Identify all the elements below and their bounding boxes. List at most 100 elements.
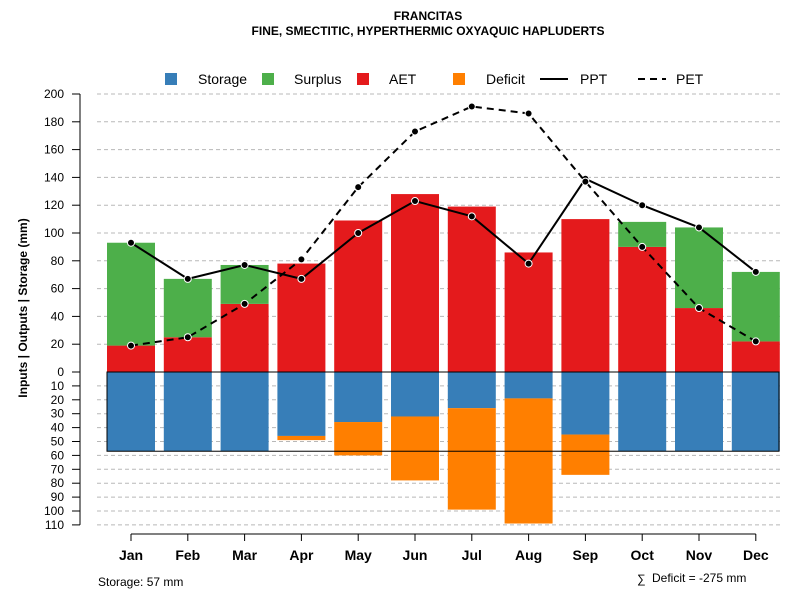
deficit-bar	[334, 422, 383, 456]
pet-point	[467, 102, 476, 111]
axes: 0204060801001201401601802001020304050607…	[44, 87, 769, 563]
legend-label: Deficit	[486, 71, 525, 87]
x-tick-label: Mar	[232, 547, 257, 563]
ppt-point	[695, 223, 703, 232]
y-tick-label: 110	[45, 518, 64, 532]
ppt-point	[127, 238, 135, 247]
ppt-point	[354, 229, 363, 237]
storage-bar	[107, 372, 155, 452]
ppt-point	[183, 274, 192, 283]
aet-bar	[391, 194, 439, 372]
deficit-bar	[561, 434, 610, 475]
series-lines	[127, 102, 760, 350]
legend-label: PET	[676, 71, 704, 87]
storage-bar	[731, 372, 780, 452]
storage-bar	[391, 372, 439, 417]
storage-bar	[334, 372, 383, 423]
y-tick-label: 50	[51, 435, 65, 449]
y-tick-label: 10	[51, 379, 65, 393]
y-tick-label: 80	[51, 254, 65, 268]
deficit-bar	[277, 435, 326, 441]
storage-bar	[504, 372, 553, 399]
x-tick-label: Aug	[515, 547, 542, 563]
pet-point	[240, 299, 249, 308]
legend-label: AET	[389, 71, 417, 87]
aet-bar	[107, 345, 155, 372]
surplus-bar	[731, 271, 780, 342]
legend-swatch	[165, 73, 177, 85]
ppt-point	[297, 274, 306, 283]
y-tick-label: 20	[51, 337, 65, 351]
y-axis-label: Inputs | Outputs | Storage (mm)	[16, 218, 30, 397]
ppt-point	[524, 259, 533, 268]
ppt-point	[638, 201, 647, 210]
aet-bar	[618, 246, 667, 372]
legend-label: Surplus	[294, 71, 341, 87]
y-tick-label: 60	[51, 282, 65, 296]
pet-point	[127, 341, 135, 350]
ppt-point	[411, 197, 419, 206]
y-tick-label: 90	[51, 490, 65, 504]
storage-bar	[618, 372, 667, 452]
storage-bar	[220, 372, 269, 452]
storage-note: Storage: 57 mm	[98, 575, 183, 589]
y-tick-label: 180	[44, 115, 64, 129]
legend-swatch	[357, 73, 369, 85]
legend-swatch	[262, 73, 274, 85]
storage-bar	[561, 372, 610, 435]
y-tick-label: 40	[51, 421, 65, 435]
aet-bar	[334, 220, 383, 372]
pet-point	[297, 255, 306, 264]
surplus-bar	[618, 221, 667, 247]
deficit-bar	[447, 408, 496, 510]
pet-point	[751, 337, 760, 346]
x-tick-label: Jul	[462, 547, 482, 563]
y-tick-label: 140	[44, 170, 64, 184]
chart-title: FRANCITAS	[394, 9, 462, 23]
legend-label: PPT	[580, 71, 608, 87]
legend-label: Storage	[198, 71, 247, 87]
legend: Storage Surplus AET Deficit PPT PET	[165, 71, 704, 87]
storage-bar	[447, 372, 496, 409]
aet-bar	[163, 337, 212, 372]
y-tick-label: 70	[51, 462, 65, 476]
legend-swatch	[453, 73, 465, 85]
aet-bar	[220, 303, 269, 372]
deficit-bar	[504, 398, 553, 524]
pet-point	[524, 109, 533, 118]
aet-bar	[731, 341, 780, 372]
x-tick-label: Jun	[403, 547, 428, 563]
deficit-symbol: ∑	[637, 572, 646, 586]
deficit-bar	[391, 416, 439, 481]
y-tick-label: 30	[51, 407, 65, 421]
bars	[106, 194, 780, 524]
y-tick-label: 40	[51, 309, 65, 323]
pet-point	[183, 333, 192, 342]
ppt-line	[130, 177, 757, 280]
aet-bar	[561, 219, 610, 372]
aet-bar	[675, 308, 723, 372]
x-tick-label: Sep	[573, 547, 599, 563]
y-tick-label: 20	[51, 393, 65, 407]
y-tick-label: 0	[57, 365, 64, 379]
x-tick-label: Oct	[631, 547, 655, 563]
pet-point	[638, 242, 647, 251]
aet-bar	[447, 206, 496, 372]
pet-point	[695, 304, 703, 313]
ppt-point	[751, 267, 760, 276]
x-tick-label: Dec	[743, 547, 769, 563]
storage-bar	[675, 372, 723, 452]
ppt-point	[467, 212, 476, 221]
y-tick-label: 160	[44, 143, 64, 157]
x-tick-label: Jan	[119, 547, 143, 563]
x-tick-label: Apr	[289, 547, 314, 563]
x-tick-label: Nov	[686, 547, 713, 563]
x-tick-label: May	[345, 547, 372, 563]
y-tick-label: 60	[51, 448, 65, 462]
surplus-bar	[107, 242, 155, 346]
surplus-bar	[220, 264, 269, 304]
y-tick-label: 100	[44, 504, 64, 518]
ppt-point	[240, 260, 249, 269]
storage-capacity-box	[106, 371, 780, 452]
